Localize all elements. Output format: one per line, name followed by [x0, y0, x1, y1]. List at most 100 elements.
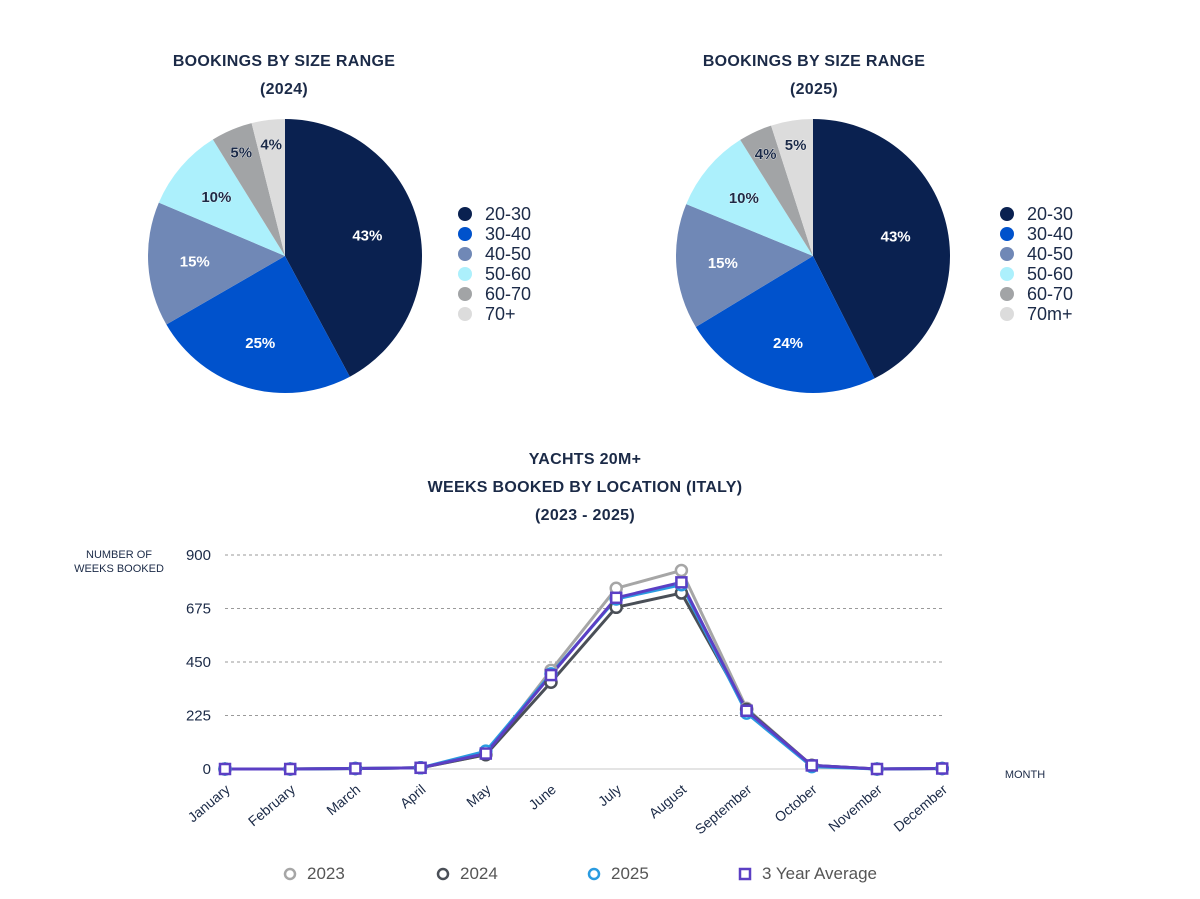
x-tick-label: January — [184, 781, 232, 825]
pie-data-label: 4% — [260, 137, 282, 154]
pie-slice-70+ — [251, 119, 285, 256]
legend-swatch — [1000, 287, 1014, 301]
series-line-2024 — [225, 591, 943, 771]
legend-marker — [283, 867, 297, 881]
y-tick-label: 675 — [186, 601, 211, 618]
x-axis-label: MONTH — [990, 768, 1060, 782]
legend-label: 2025 — [611, 864, 649, 883]
x-tick-label: June — [525, 781, 559, 813]
x-tick-label: March — [323, 781, 363, 818]
x-tick-label: September — [692, 781, 755, 837]
legend-label: 30-40 — [485, 223, 532, 244]
pie-2025-title: BOOKINGS BY SIZE RANGE (2025) — [664, 48, 964, 104]
legend-item: 50-60 — [458, 264, 531, 284]
legend-item: 40-50 — [1000, 244, 1073, 264]
line-chart: 0 225 450 675 900 January February March April Ma… — [184, 547, 950, 837]
legend-label: 3 Year Average — [762, 864, 878, 883]
x-tick-label: October — [771, 781, 820, 825]
legend-swatch — [458, 287, 472, 301]
data-point — [414, 761, 427, 775]
y-axis-label: NUMBER OF WEEKS BOOKED — [62, 548, 176, 576]
x-tick-label: February — [245, 781, 298, 829]
pie-2025-legend: 20-30 30-40 40-50 50-60 60-70 70m+ — [1000, 204, 1073, 324]
x-tick-label: May — [463, 781, 494, 810]
data-point — [479, 747, 493, 760]
pie-slice-30-40 — [166, 256, 350, 393]
legend-label: 30-40 — [1027, 223, 1074, 244]
x-tick-label: November — [825, 781, 885, 835]
pie-slice-50-60 — [686, 139, 813, 256]
pie-data-label: 43% — [352, 227, 382, 244]
x-tick-label: December — [890, 781, 950, 835]
pie-2024-legend: 20-30 30-40 40-50 50-60 60-70 70+ — [458, 204, 531, 324]
legend-swatch — [1000, 307, 1014, 321]
legend-swatch — [458, 207, 472, 221]
pie-chart-2025: 43% 24% 15% 10% 4% 5% — [676, 119, 950, 393]
line-chart-legend: 2023 2024 2025 3 Year Average — [0, 864, 1200, 888]
pie-data-label: 5% — [230, 145, 252, 162]
data-point — [544, 668, 558, 682]
legend-label: 70+ — [485, 303, 516, 324]
series-line-3-year-average — [225, 580, 943, 771]
legend-label: 20-30 — [1027, 203, 1074, 224]
x-tick-label: August — [646, 781, 690, 821]
legend-label: 50-60 — [1027, 263, 1074, 284]
legend-label: 40-50 — [485, 243, 532, 264]
legend-marker — [436, 867, 450, 881]
legend-item: 20-30 — [458, 204, 531, 224]
legend-label: 2024 — [460, 864, 498, 883]
legend-swatch — [1000, 227, 1014, 241]
data-point — [349, 762, 362, 775]
legend-label: 20-30 — [485, 203, 532, 224]
legend-label: 2023 — [307, 864, 345, 883]
pie-data-label: 43% — [881, 228, 911, 245]
data-point — [283, 762, 297, 776]
legend-swatch — [458, 247, 472, 261]
legend-swatch — [458, 307, 472, 321]
pie-slice-40-50 — [148, 202, 285, 325]
pie-slice-40-50 — [676, 204, 813, 327]
legend-label: 60-70 — [485, 283, 532, 304]
pie-chart-2024: 43% 25% 15% 10% 5% 4% — [148, 119, 422, 393]
pie-slice-70m+ — [771, 119, 813, 256]
pie-2025-subtitle: (2025) — [789, 81, 839, 98]
data-point — [740, 704, 753, 717]
legend-label: 40-50 — [1027, 243, 1074, 264]
legend-swatch — [1000, 267, 1014, 281]
series-line-2023 — [225, 568, 943, 771]
pie-2024-subtitle: (2024) — [259, 81, 309, 98]
series-line-2025 — [225, 583, 943, 771]
legend-item: 40-50 — [458, 244, 531, 264]
pie-slice-60-70 — [740, 125, 813, 256]
line-title-line-3: (2023 - 2025) — [535, 507, 635, 524]
pie-data-label: 24% — [773, 335, 803, 352]
pie-data-label: 15% — [708, 255, 738, 272]
pie-slice-20-30 — [813, 119, 950, 379]
pie-data-label: 10% — [729, 190, 759, 207]
data-point — [805, 759, 819, 772]
pie-data-label: 15% — [180, 254, 210, 271]
data-point — [609, 591, 623, 605]
data-point — [675, 576, 688, 589]
legend-swatch — [1000, 207, 1014, 221]
y-tick-label: 0 — [203, 761, 211, 778]
legend-label: 70m+ — [1027, 303, 1073, 324]
line-legend-item: 2023 — [283, 864, 345, 884]
pie-slice-30-40 — [695, 256, 875, 393]
legend-swatch — [1000, 247, 1014, 261]
pie-slice-60-70 — [212, 123, 285, 256]
legend-item: 60-70 — [1000, 284, 1073, 304]
y-tick-label: 450 — [186, 654, 211, 671]
legend-swatch — [458, 227, 472, 241]
line-title-line-2: WEEKS BOOKED BY LOCATION (ITALY) — [427, 479, 743, 496]
data-point — [870, 762, 884, 776]
legend-item: 20-30 — [1000, 204, 1073, 224]
pie-data-label: 25% — [245, 335, 275, 352]
pie-data-label: 4% — [755, 146, 777, 163]
pie-slice-50-60 — [158, 139, 285, 256]
x-tick-label: April — [397, 781, 429, 811]
line-chart-title: YACHTS 20M+ WEEKS BOOKED BY LOCATION (IT… — [385, 446, 785, 530]
x-axis-label-text: MONTH — [1004, 769, 1046, 781]
legend-item: 50-60 — [1000, 264, 1073, 284]
line-title-line-1: YACHTS 20M+ — [528, 451, 642, 468]
